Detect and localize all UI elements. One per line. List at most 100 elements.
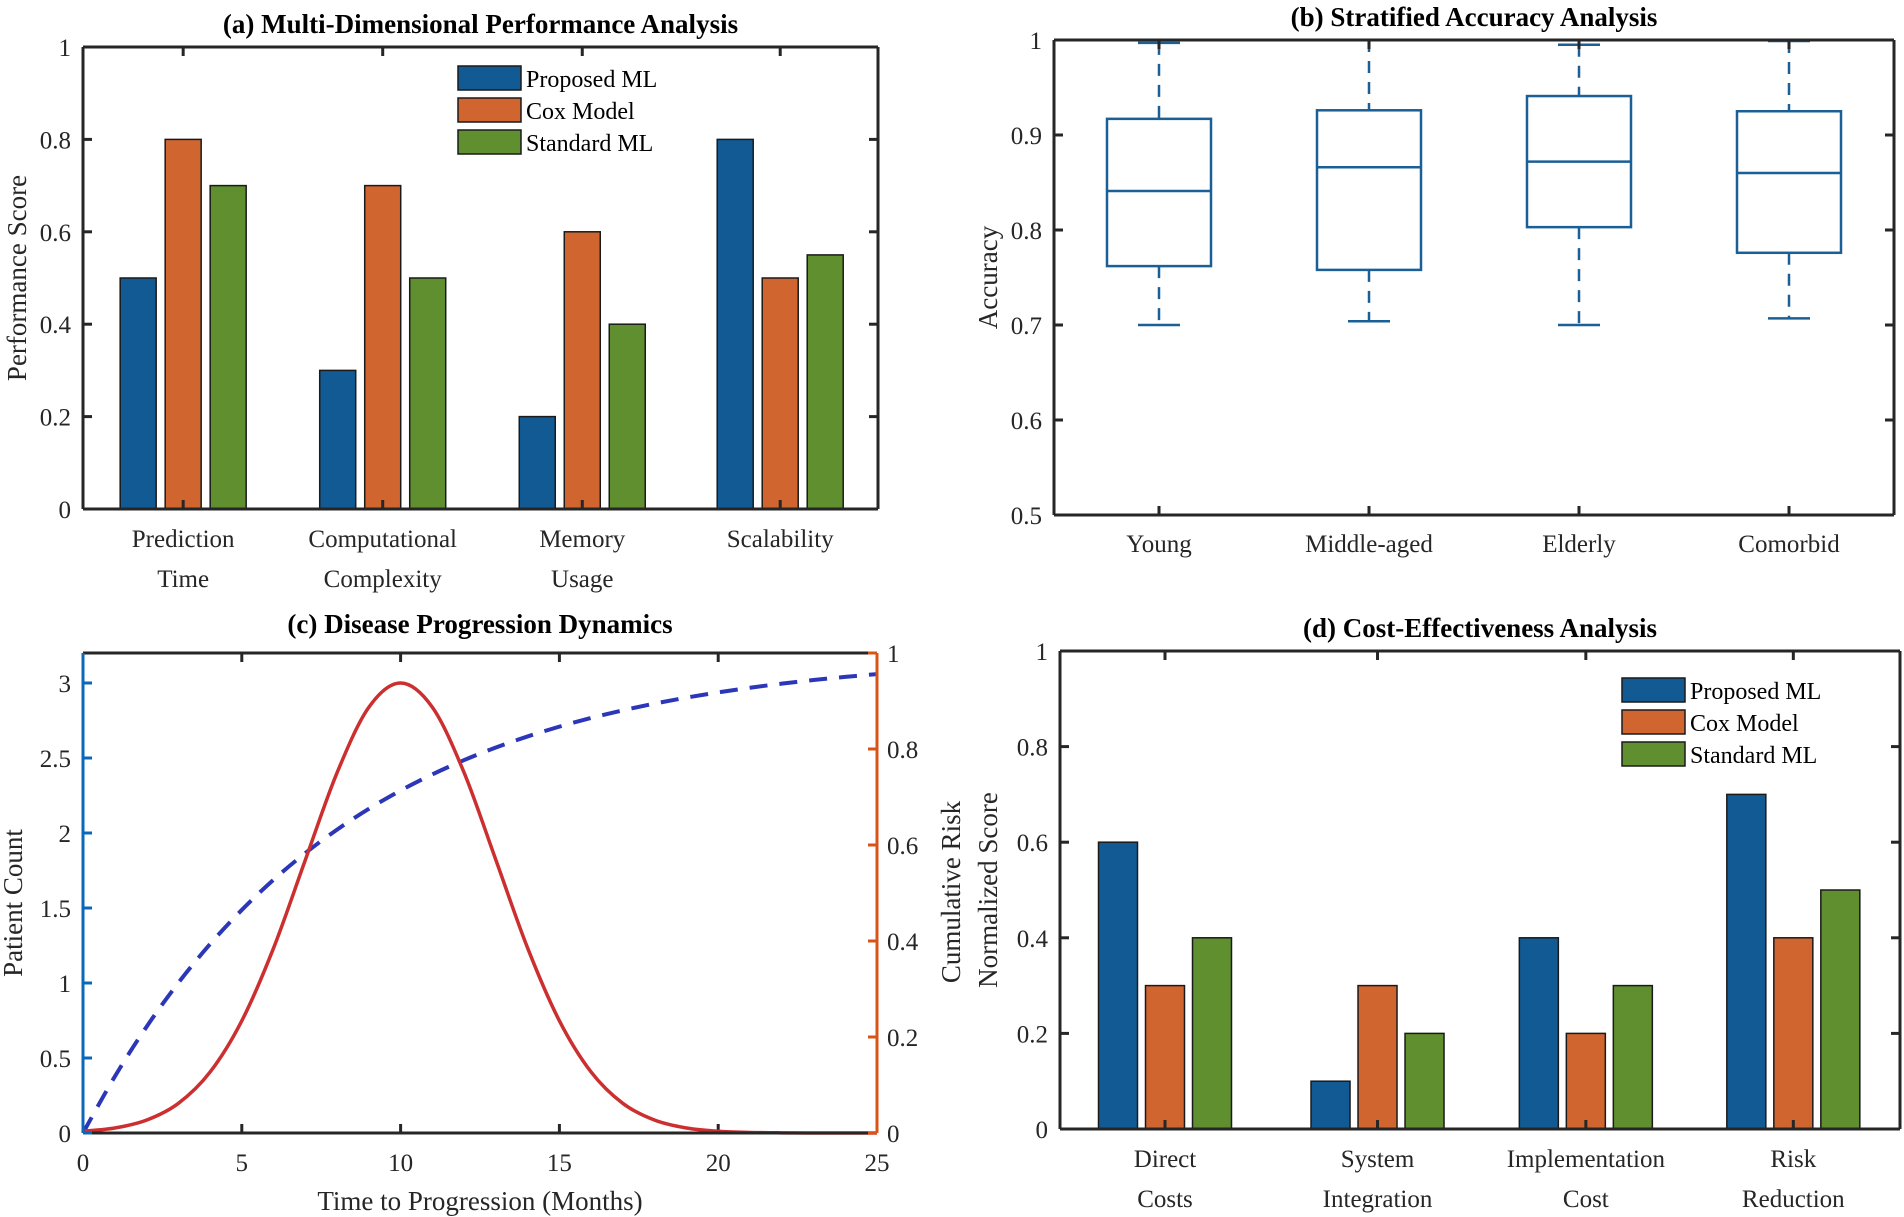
left-y-tick-label: 2.5 xyxy=(40,746,71,773)
right-y-tick-label: 0.6 xyxy=(887,833,918,860)
bar-standard-ml xyxy=(408,277,447,510)
chart-title: (d) Cost-Effectiveness Analysis xyxy=(1303,613,1657,643)
x-tick-label: Risk xyxy=(1770,1146,1816,1173)
y-tick-label: 0.2 xyxy=(1017,1021,1048,1048)
y-tick-label: 0.2 xyxy=(40,405,71,432)
legend-label: Cox Model xyxy=(1690,711,1799,737)
x-tick-label: Young xyxy=(1126,531,1192,558)
x-tick-label: 10 xyxy=(388,1150,413,1177)
chart-b-stratified-accuracy: (b) Stratified Accuracy Analysis Young Mid… xyxy=(973,2,1896,558)
x-tick-label: 5 xyxy=(236,1150,249,1177)
bar-standard-ml xyxy=(1404,1032,1445,1130)
chart-title: (c) Disease Progression Dynamics xyxy=(287,609,672,639)
x-tick-label: 0 xyxy=(77,1150,90,1177)
patient-count-line xyxy=(82,681,878,1135)
x-tick-label: 15 xyxy=(547,1150,572,1177)
iqr-box xyxy=(1315,109,1423,272)
bar-proposed-ml xyxy=(716,138,754,510)
left-y-tick-label: 2 xyxy=(59,821,72,848)
x-tick-label: Integration xyxy=(1323,1186,1433,1213)
x-tick-label: Costs xyxy=(1137,1186,1193,1213)
chart-title: (b) Stratified Accuracy Analysis xyxy=(1291,2,1658,32)
y-tick-label: 0.6 xyxy=(40,220,71,247)
y-tick-label: 0.6 xyxy=(1011,408,1042,435)
chart-a-performance: (a) Multi-Dimensional Performance Analys… xyxy=(2,9,880,593)
x-tick-label: Cost xyxy=(1563,1186,1609,1213)
bar-proposed-ml xyxy=(318,369,357,510)
legend-label: Proposed ML xyxy=(526,67,657,93)
x-tick-label: Computational xyxy=(308,526,457,553)
x-axis-label: Time to Progression (Months) xyxy=(317,1186,642,1216)
y-tick-label: 1 xyxy=(1036,639,1049,666)
bar-proposed-ml xyxy=(1310,1080,1351,1130)
right-y-tick-label: 0 xyxy=(887,1121,900,1148)
bar-cox-model xyxy=(761,277,799,510)
y-tick-label: 0.4 xyxy=(40,312,72,339)
bar-proposed-ml xyxy=(518,415,557,510)
bar-cox-model xyxy=(1144,984,1186,1130)
y-tick-label: 0.5 xyxy=(1011,503,1042,530)
left-y-tick-label: 1.5 xyxy=(40,896,71,923)
bar-cox-model xyxy=(563,231,602,510)
x-tick-label: Time xyxy=(157,566,209,593)
box-middle-aged xyxy=(1315,38,1423,323)
legend-label: Proposed ML xyxy=(1690,679,1821,705)
chart-title: (a) Multi-Dimensional Performance Analys… xyxy=(223,9,738,39)
x-tick-label: Middle-aged xyxy=(1305,531,1433,558)
left-y-axis-label: Patient Count xyxy=(0,829,28,977)
bar-standard-ml xyxy=(1191,937,1233,1130)
y-tick-label: 0 xyxy=(1036,1117,1049,1144)
y-tick-label: 1 xyxy=(59,35,72,62)
y-tick-label: 0.8 xyxy=(1011,218,1042,245)
y-axis-label: Performance Score xyxy=(2,175,32,381)
bar-proposed-ml xyxy=(119,277,157,510)
left-y-tick-label: 0.5 xyxy=(40,1046,71,1073)
bar-standard-ml xyxy=(1612,984,1654,1130)
legend-swatch xyxy=(457,97,522,123)
x-tick-label: 25 xyxy=(865,1150,890,1177)
legend-swatch xyxy=(1621,709,1686,735)
box-comorbid xyxy=(1735,39,1843,320)
x-tick-label: 20 xyxy=(706,1150,731,1177)
legend-label: Standard ML xyxy=(526,131,653,157)
right-y-axis-label: Cumulative Risk xyxy=(936,800,966,983)
legend-swatch xyxy=(457,65,522,91)
legend: Proposed ML Cox Model Standard ML xyxy=(457,65,657,157)
bar-standard-ml xyxy=(209,184,247,510)
x-tick-label: Reduction xyxy=(1742,1186,1845,1213)
right-y-tick-label: 0.8 xyxy=(887,737,918,764)
iqr-box xyxy=(1105,117,1213,268)
left-y-tick-label: 0 xyxy=(59,1121,72,1148)
y-tick-label: 0.4 xyxy=(1017,926,1049,953)
x-tick-label: Direct xyxy=(1134,1146,1197,1173)
bar-cox-model xyxy=(363,184,402,510)
right-y-tick-label: 1 xyxy=(887,641,900,668)
left-y-tick-label: 3 xyxy=(59,671,72,698)
y-tick-label: 0.9 xyxy=(1011,123,1042,150)
bar-standard-ml xyxy=(806,254,844,510)
bar-cox-model xyxy=(1357,984,1398,1130)
bar-cox-model xyxy=(1773,937,1814,1130)
y-tick-label: 0.6 xyxy=(1017,830,1048,857)
bar-standard-ml xyxy=(608,323,647,510)
legend: Proposed ML Cox Model Standard ML xyxy=(1621,677,1821,769)
y-axis-label: Normalized Score xyxy=(973,792,1003,988)
right-y-tick-label: 0.2 xyxy=(887,1025,918,1052)
bar-proposed-ml xyxy=(1726,793,1767,1130)
box-elderly xyxy=(1525,43,1633,327)
y-tick-label: 0.7 xyxy=(1011,313,1042,340)
x-tick-label: Complexity xyxy=(324,566,443,593)
legend-label: Standard ML xyxy=(1690,743,1817,769)
bar-proposed-ml xyxy=(1097,841,1139,1130)
legend-label: Cox Model xyxy=(526,99,635,125)
x-tick-label: Scalability xyxy=(727,526,834,553)
chart-d-cost-effectiveness: (d) Cost-Effectiveness Analysis Direct Cos… xyxy=(973,613,1902,1213)
bar-standard-ml xyxy=(1820,889,1861,1130)
right-y-tick-label: 0.4 xyxy=(887,929,919,956)
x-tick-label: Implementation xyxy=(1507,1146,1666,1173)
bar-proposed-ml xyxy=(1518,937,1560,1130)
x-tick-label: Prediction xyxy=(132,526,235,553)
x-tick-label: Elderly xyxy=(1542,531,1616,558)
